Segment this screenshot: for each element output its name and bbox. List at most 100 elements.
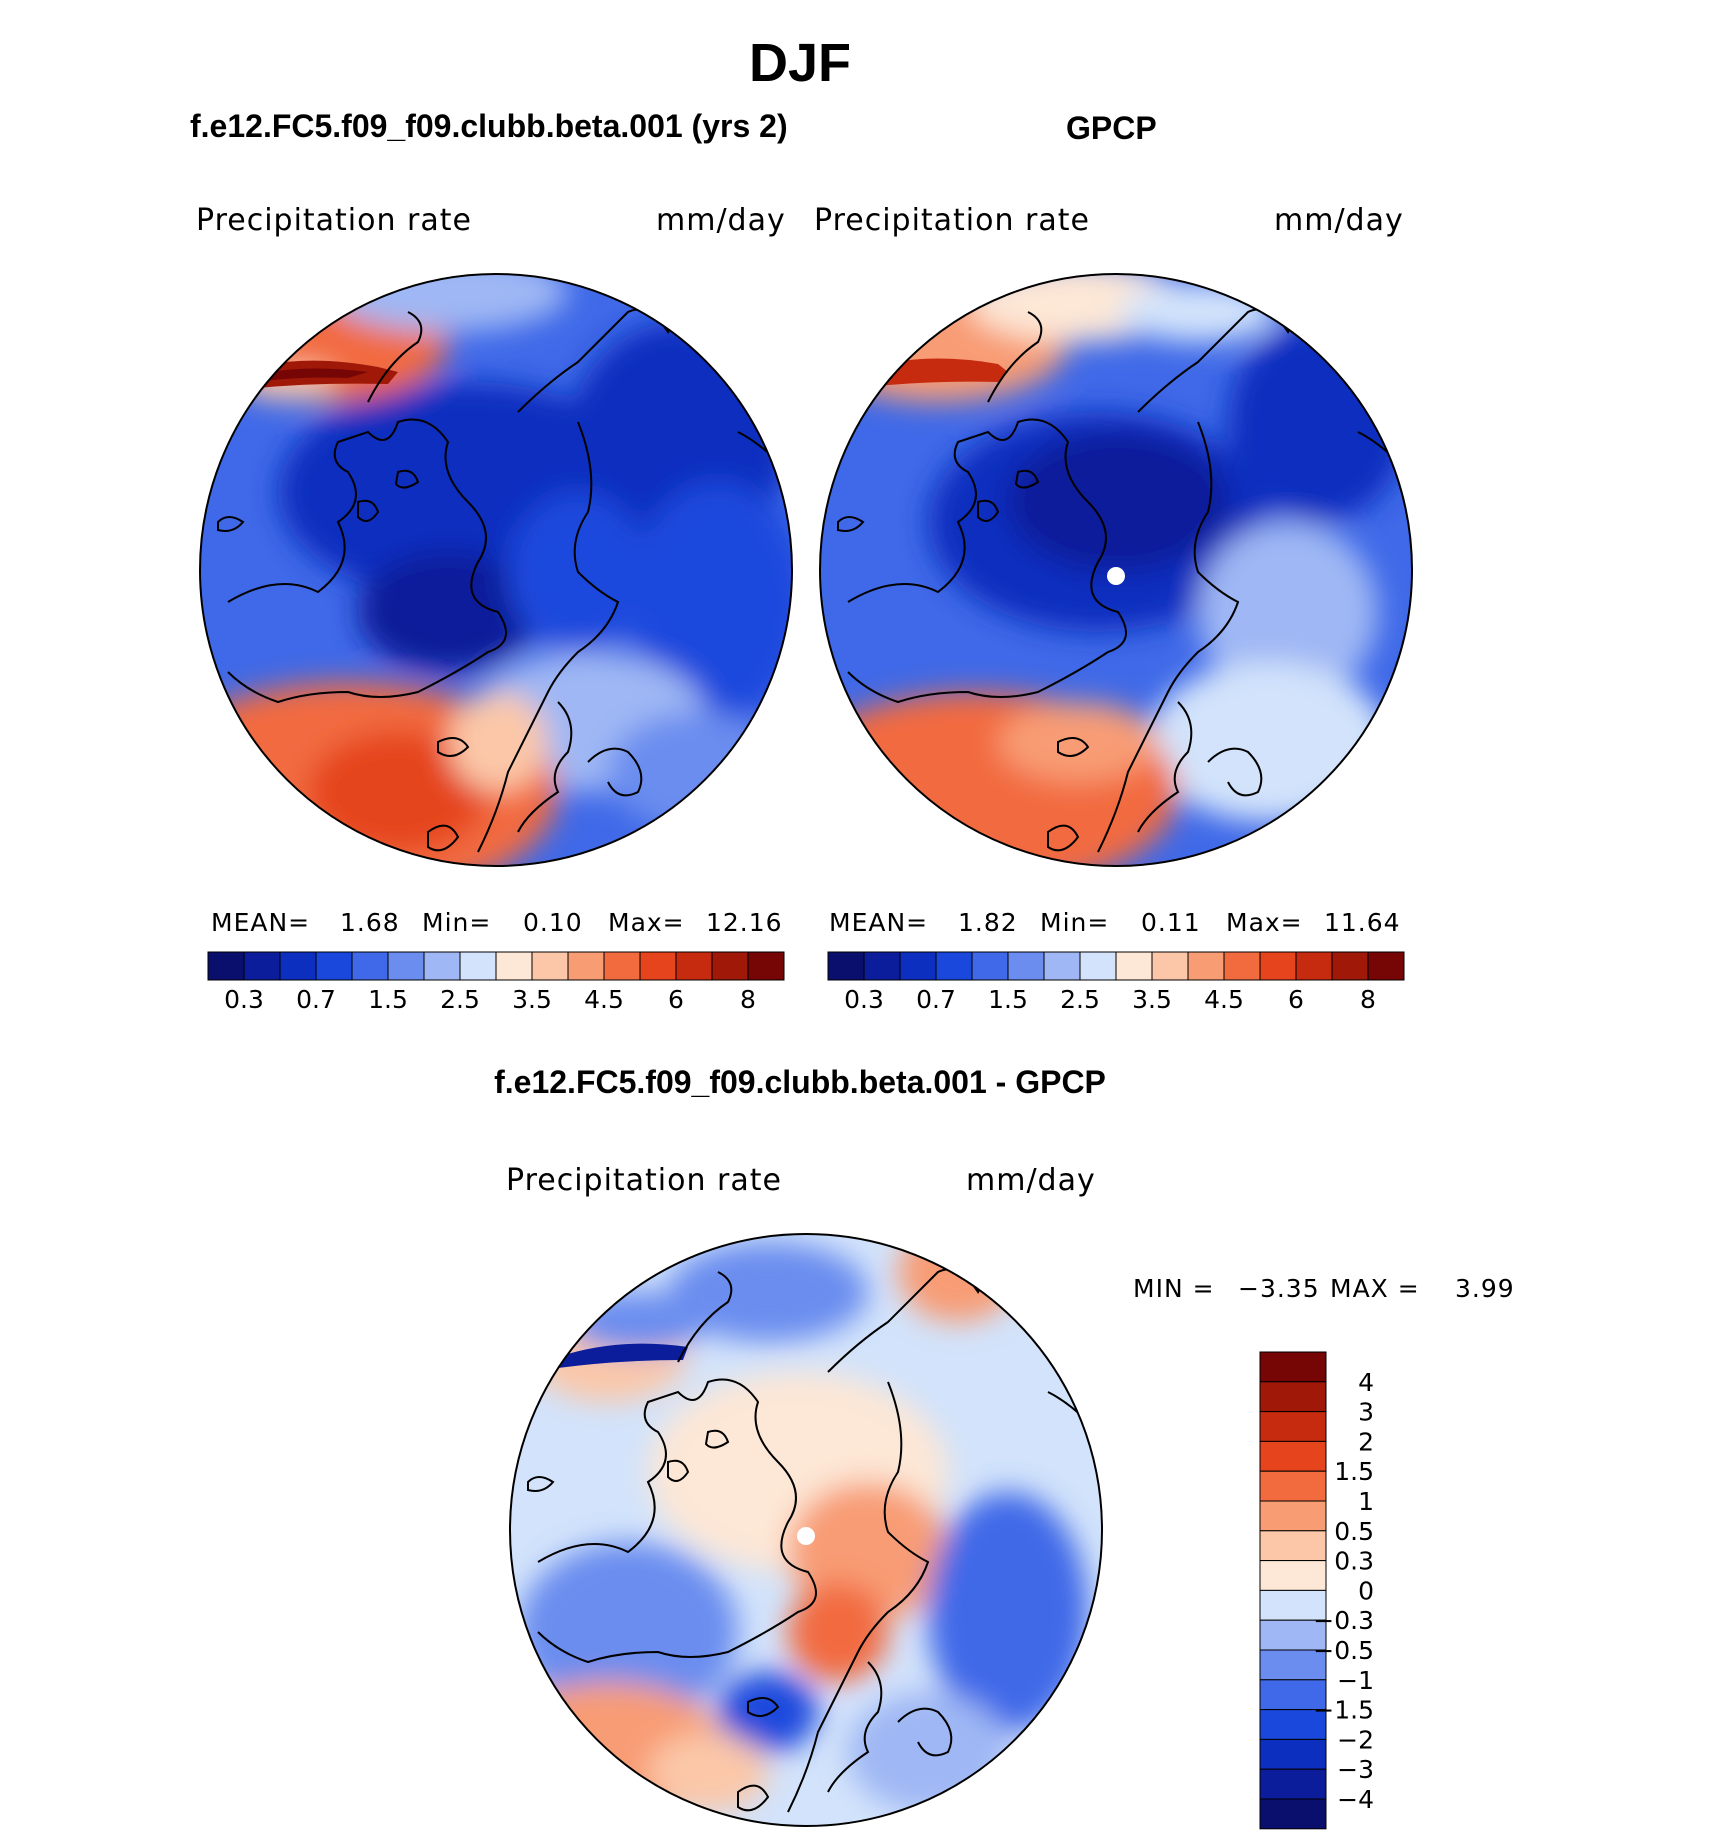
colorbar-tick-label: 0.7 [916, 985, 956, 1010]
panel2-min-value: 0.11 [1141, 908, 1201, 937]
panel2-variable-label: Precipitation rate [814, 203, 1090, 238]
panel2-title: GPCP [1066, 110, 1157, 146]
colorbar-swatch [1259, 1768, 1327, 1800]
colorbar-swatch [1259, 1351, 1327, 1383]
colorbar-swatch [423, 951, 461, 981]
colorbar-swatch [1259, 1560, 1327, 1591]
colorbar-swatch [207, 951, 245, 981]
colorbar-swatch [387, 951, 425, 981]
colorbar-swatch [279, 951, 317, 981]
panel2-mean-value: 1.82 [958, 908, 1018, 937]
colorbar-tick-label: 2.5 [440, 985, 480, 1010]
map-difference [509, 1233, 1103, 1827]
panel3-title: f.e12.FC5.f09_f09.clubb.beta.001 - GPCP [494, 1064, 1106, 1100]
panel1-max-label: Max= [608, 908, 685, 937]
colorbar-tick-label: 1.5 [1334, 1457, 1374, 1486]
panel2-mean-label: MEAN= [829, 908, 929, 937]
panel3-max-value: 3.99 [1455, 1274, 1515, 1303]
colorbar-swatch [531, 951, 569, 981]
panel3-min-value: −3.35 [1238, 1274, 1320, 1303]
colorbar-tick-label: −2 [1337, 1725, 1374, 1754]
colorbar-swatch [1043, 951, 1081, 981]
panel1-max-value: 12.16 [706, 908, 783, 937]
colorbar-tick-label: 1 [1358, 1487, 1374, 1516]
panel2-min-label: Min= [1040, 908, 1110, 937]
colorbar-swatch [899, 951, 937, 981]
panel1-min-value: 0.10 [523, 908, 583, 937]
colorbar-swatch [1259, 951, 1297, 981]
colorbar-tick-label: −0.3 [1313, 1606, 1374, 1635]
main-title: DJF [748, 33, 851, 93]
colorbar-swatch [315, 951, 353, 981]
colorbar-swatch [243, 951, 281, 981]
colorbar-swatch [351, 951, 389, 981]
colorbar-swatch [1007, 951, 1045, 981]
colorbar-swatch [971, 951, 1009, 981]
colorbar-tick-label: 0.3 [224, 985, 264, 1010]
colorbar-swatch [675, 951, 713, 981]
map-gpcp [819, 273, 1413, 867]
colorbar-swatch [1151, 951, 1189, 981]
colorbar-swatch [459, 951, 497, 981]
colorbar-swatch [935, 951, 973, 981]
panel2-max-value: 11.64 [1324, 908, 1401, 937]
colorbar-tick-label: 3.5 [1132, 985, 1172, 1010]
colorbar-tick-label: 8 [1360, 985, 1376, 1010]
panel3-max-label: MAX = [1330, 1274, 1420, 1303]
colorbar-tick-label: 6 [1288, 985, 1304, 1010]
colorbar-tick-label: 2 [1358, 1427, 1374, 1456]
panel3-units-label: mm/day [966, 1163, 1096, 1198]
panel3-min-label: MIN = [1133, 1274, 1215, 1303]
panel1-min-label: Min= [422, 908, 492, 937]
colorbar-gpcp: 0.3 0.7 1.5 2.5 3.5 4.5 6 8 [827, 951, 1405, 1010]
colorbar-tick-label: 1.5 [988, 985, 1028, 1010]
colorbar-tick-label: 2.5 [1060, 985, 1100, 1010]
colorbar-tick-label: 4 [1358, 1368, 1374, 1397]
colorbar-swatch [1259, 1411, 1327, 1442]
colorbar-tick-label: 0 [1358, 1576, 1374, 1605]
colorbar-swatch [639, 951, 677, 981]
colorbar-tick-label: −4 [1337, 1785, 1374, 1814]
colorbar-swatch [1259, 1440, 1327, 1472]
colorbar-swatch [1187, 951, 1225, 981]
panel2-units-label: mm/day [1274, 203, 1404, 238]
panel1-title: f.e12.FC5.f09_f09.clubb.beta.001 (yrs 2) [190, 108, 788, 144]
colorbar-swatch [1331, 951, 1369, 981]
panel3-variable-label: Precipitation rate [506, 1163, 782, 1198]
colorbar-tick-label: 0.3 [1334, 1547, 1374, 1576]
colorbar-swatch [603, 951, 641, 981]
colorbar-tick-label: 0.7 [296, 985, 336, 1010]
panel1-units-label: mm/day [656, 203, 786, 238]
colorbar-tick-label: 4.5 [584, 985, 624, 1010]
colorbar-tick-label: 0.5 [1334, 1517, 1374, 1546]
colorbar-tick-label: −1 [1337, 1666, 1374, 1695]
colorbar-swatch [1259, 1679, 1327, 1711]
colorbar-swatch [711, 951, 749, 981]
colorbar-tick-label: 8 [740, 985, 756, 1010]
colorbar-tick-label: 4.5 [1204, 985, 1244, 1010]
colorbar-tick-label: 1.5 [368, 985, 408, 1010]
colorbar-swatch [1223, 951, 1261, 981]
colorbar-swatch [495, 951, 533, 981]
colorbar-swatch [1295, 951, 1333, 981]
colorbar-swatch [567, 951, 605, 981]
colorbar-swatch [1259, 1500, 1327, 1532]
panel1-mean-value: 1.68 [340, 908, 400, 937]
map-model [199, 273, 793, 867]
colorbar-swatch [1259, 1709, 1327, 1740]
colorbar-swatch [1115, 951, 1153, 981]
colorbar-tick-label: 3.5 [512, 985, 552, 1010]
colorbar-tick-label: −0.5 [1313, 1636, 1374, 1665]
colorbar-tick-label: −1.5 [1313, 1696, 1374, 1725]
colorbar-swatch [1367, 951, 1405, 981]
panel2-max-label: Max= [1226, 908, 1303, 937]
colorbar-swatch [1259, 1381, 1327, 1413]
colorbar-tick-label: −3 [1337, 1755, 1374, 1784]
colorbar-swatch [827, 951, 865, 981]
colorbar-swatch [1259, 1619, 1327, 1651]
colorbar-swatch [1259, 1798, 1327, 1830]
panel1-mean-label: MEAN= [211, 908, 311, 937]
colorbar-swatch [1259, 1589, 1327, 1621]
colorbar-tick-label: 3 [1358, 1398, 1374, 1427]
